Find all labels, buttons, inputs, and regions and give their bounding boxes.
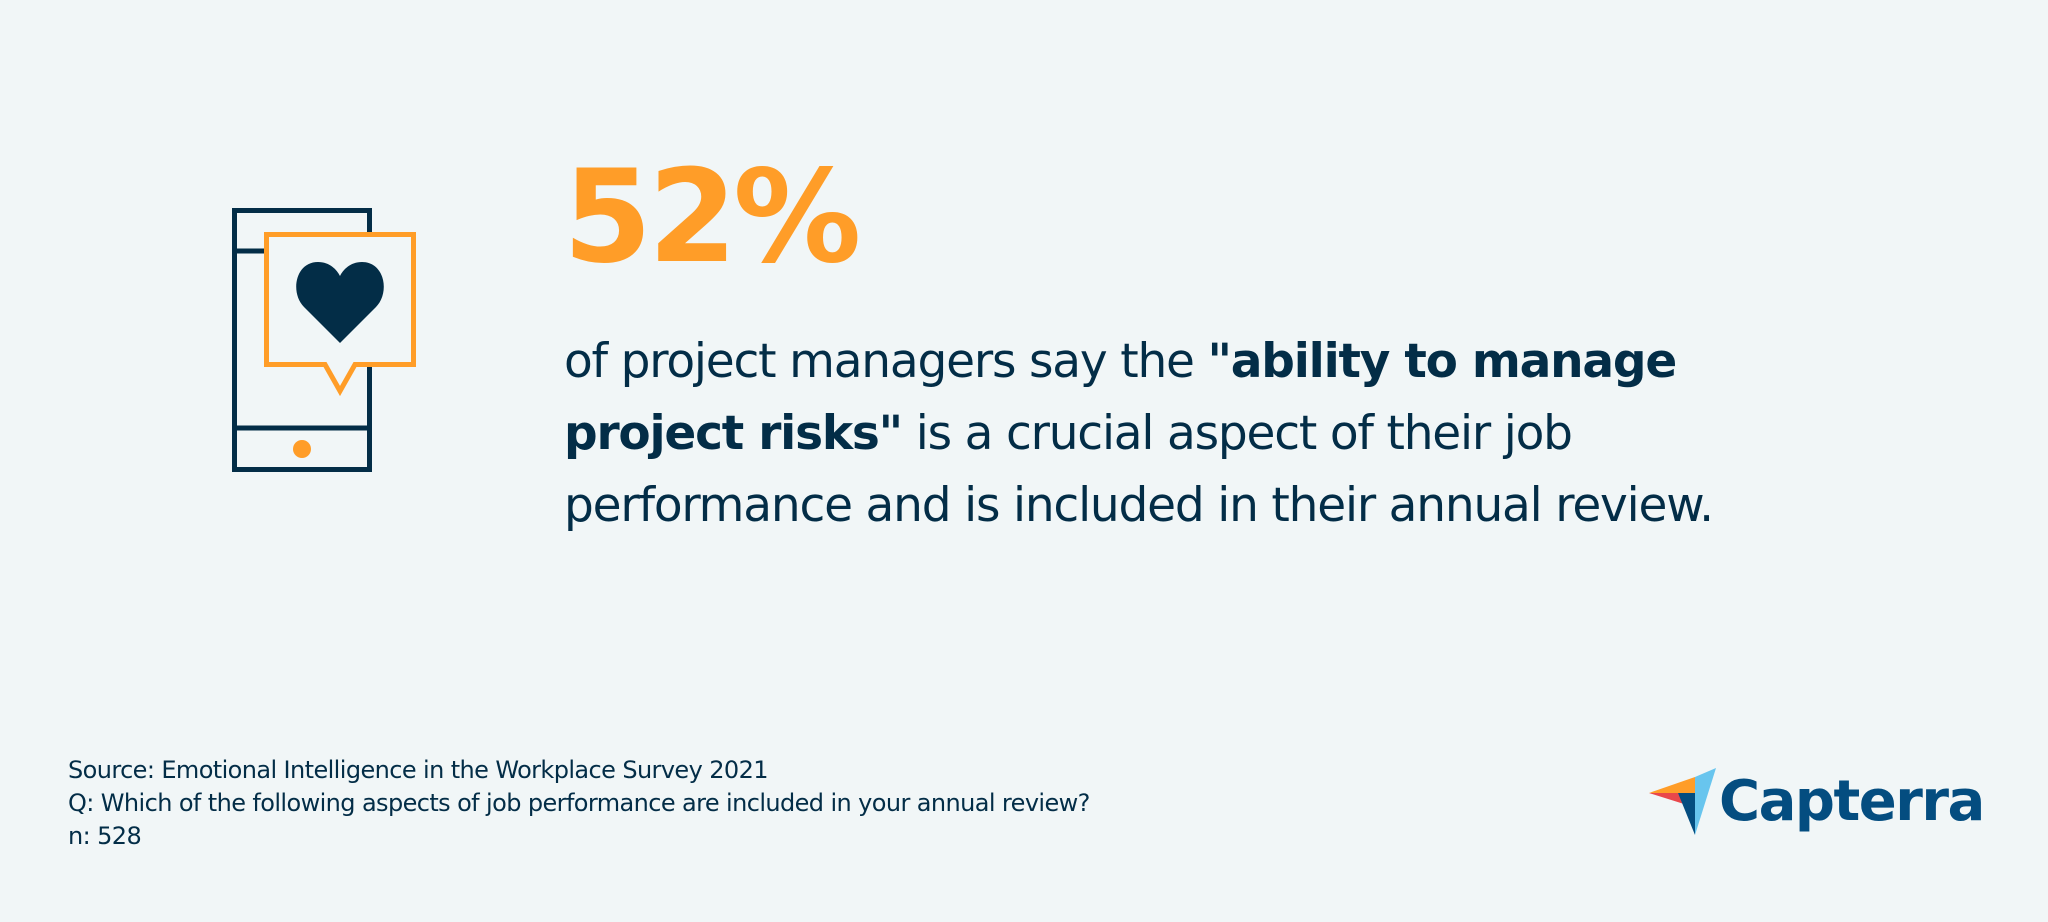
capterra-wordmark: Capterra (1719, 769, 1985, 834)
stat-percentage: 52% (563, 143, 861, 292)
headline-bold-phrase: "ability to manage project risks" (564, 334, 1677, 461)
home-button-dot-icon (293, 440, 311, 458)
capterra-logo: Capterra (1645, 762, 1985, 842)
headline-part-2: is a crucial aspect of their job perform… (564, 406, 1714, 533)
capterra-arrow-icon (1649, 768, 1716, 835)
heart-icon (296, 262, 384, 343)
footnote: Source: Emotional Intelligence in the Wo… (68, 754, 1090, 853)
phone-with-heart-message-icon (232, 208, 416, 472)
footnote-sample-size: n: 528 (68, 822, 142, 850)
phone-heart-illustration (0, 0, 500, 500)
footnote-source: Source: Emotional Intelligence in the Wo… (68, 756, 769, 784)
headline-part-1: of project managers say the (564, 334, 1208, 389)
headline-text: of project managers say the "ability to … (564, 326, 1864, 542)
footnote-question: Q: Which of the following aspects of job… (68, 789, 1090, 817)
